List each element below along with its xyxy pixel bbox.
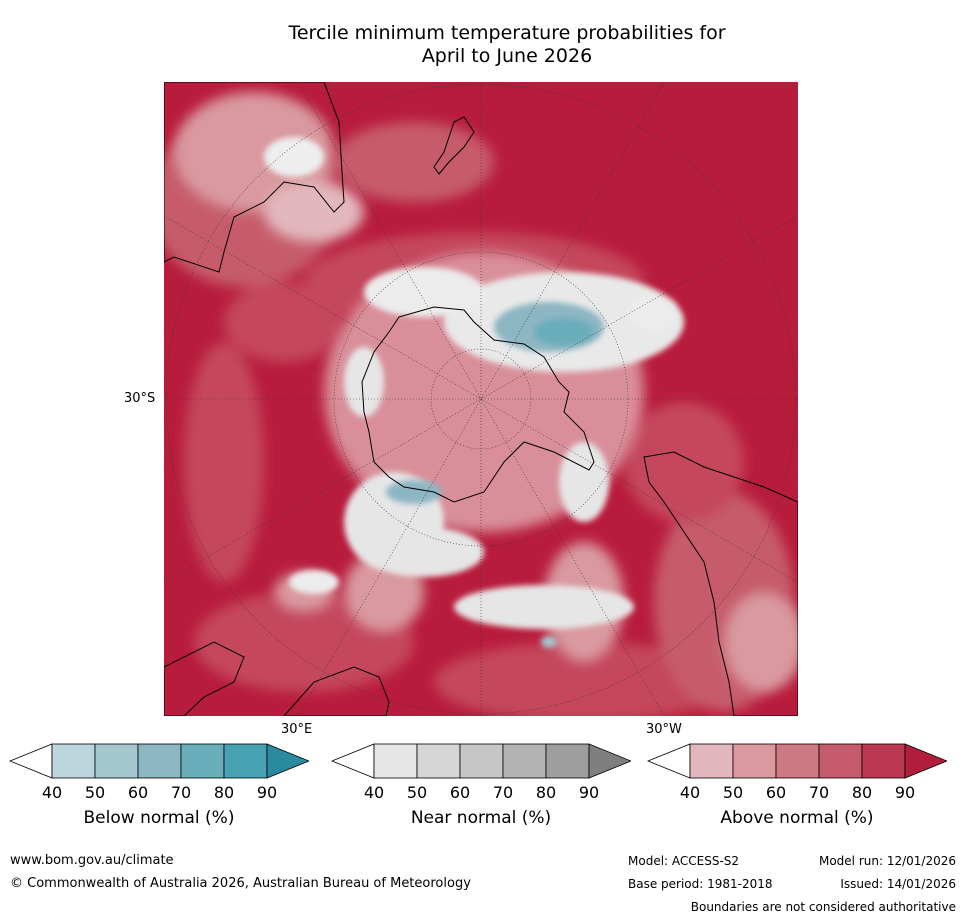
title-line-1: Tercile minimum temperature probabilitie… xyxy=(288,22,726,44)
colorbar-extend-high xyxy=(588,743,631,779)
colorbar-extend-high xyxy=(904,743,947,779)
south-america-coastline xyxy=(643,451,798,716)
graticule xyxy=(164,82,798,716)
colorbar-segment xyxy=(416,743,461,779)
africa-coastline xyxy=(164,641,390,716)
probability-map xyxy=(164,82,798,716)
colorbar-near-normal: 40 50 60 70 80 90 Near normal (%) xyxy=(331,743,631,863)
model-name: Model: ACCESS-S2 xyxy=(628,854,740,868)
model-run-date: Model run: 12/01/2026 xyxy=(818,854,956,868)
tick-60: 60 xyxy=(765,783,787,802)
colorbar-segment xyxy=(94,743,139,779)
lon-label-30w: 30°W xyxy=(646,722,682,737)
title-line-2: April to June 2026 xyxy=(421,45,593,67)
colorbar-extend-low xyxy=(647,743,691,779)
colorbar-segment xyxy=(732,743,777,779)
colorbar-below-normal-swatches xyxy=(9,743,309,779)
lat-label-30s: 30°S xyxy=(124,391,156,406)
colorbar-segment xyxy=(818,743,863,779)
tick-70: 70 xyxy=(492,783,514,802)
colorbar-segment xyxy=(180,743,225,779)
colorbar-segment xyxy=(545,743,590,779)
lon-label-30e: 30°E xyxy=(281,722,313,737)
colorbar-extend-low xyxy=(9,743,53,779)
colorbar-near-normal-swatches xyxy=(331,743,631,779)
website-link[interactable]: www.bom.gov.au/climate xyxy=(10,853,174,868)
tick-40: 40 xyxy=(363,783,385,802)
tick-60: 60 xyxy=(449,783,471,802)
tick-90: 90 xyxy=(256,783,278,802)
chart-title: Tercile minimum temperature probabilitie… xyxy=(165,22,849,68)
colorbar-above-normal: 40 50 60 70 80 90 Above normal (%) xyxy=(647,743,947,863)
colorbar-segment xyxy=(861,743,906,779)
tick-80: 80 xyxy=(535,783,557,802)
tick-50: 50 xyxy=(406,783,428,802)
tick-50: 50 xyxy=(722,783,744,802)
new-zealand-coastline xyxy=(433,116,475,175)
issued-date: Issued: 14/01/2026 xyxy=(840,877,956,891)
tick-80: 80 xyxy=(851,783,873,802)
copyright-text: © Commonwealth of Australia 2026, Austra… xyxy=(10,876,471,891)
colorbar-segment xyxy=(689,743,734,779)
tick-70: 70 xyxy=(170,783,192,802)
antarctica-coastline xyxy=(361,306,595,503)
boundary-disclaimer: Boundaries are not considered authoritat… xyxy=(690,900,956,914)
map-canvas xyxy=(164,82,798,716)
colorbar-extend-high xyxy=(266,743,309,779)
colorbar-above-normal-swatches xyxy=(647,743,947,779)
colorbar-segment xyxy=(775,743,820,779)
tick-40: 40 xyxy=(41,783,63,802)
near-normal-zones xyxy=(264,137,684,629)
tick-80: 80 xyxy=(213,783,235,802)
tick-70: 70 xyxy=(808,783,830,802)
tick-90: 90 xyxy=(578,783,600,802)
below-normal-zones xyxy=(386,302,604,648)
colorbar-segment xyxy=(223,743,268,779)
tick-90: 90 xyxy=(894,783,916,802)
tick-60: 60 xyxy=(127,783,149,802)
colorbar-label: Above normal (%) xyxy=(720,808,874,828)
colorbar-label: Near normal (%) xyxy=(410,808,552,828)
colorbar-below-normal: 40 50 60 70 80 90 Below normal (%) xyxy=(9,743,309,863)
australia-coastline xyxy=(164,82,345,273)
base-period: Base period: 1981-2018 xyxy=(628,877,773,891)
colorbar-extend-low xyxy=(331,743,375,779)
colorbar-segment xyxy=(502,743,547,779)
colorbar-segment xyxy=(137,743,182,779)
tick-50: 50 xyxy=(84,783,106,802)
tick-40: 40 xyxy=(679,783,701,802)
colorbar-segment xyxy=(459,743,504,779)
colorbar-segment xyxy=(373,743,418,779)
colorbar-segment xyxy=(51,743,96,779)
colorbar-label: Below normal (%) xyxy=(83,808,235,828)
